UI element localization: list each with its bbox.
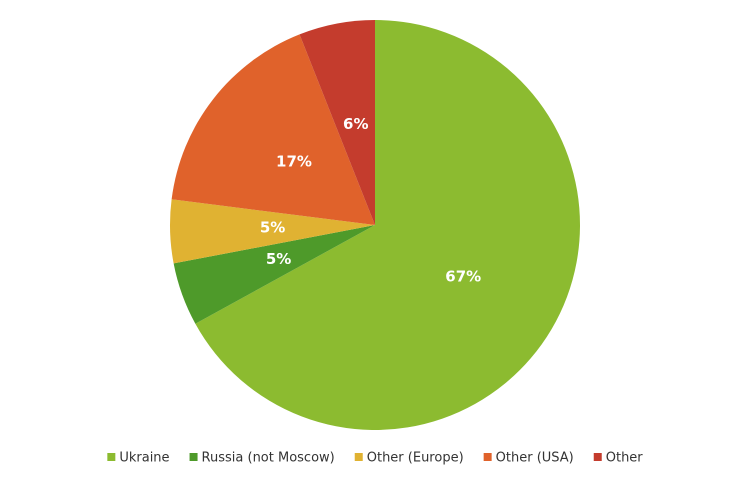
legend-swatch <box>593 453 602 461</box>
legend-label: Other <box>606 451 644 466</box>
legend-label: Other (USA) <box>496 451 574 466</box>
data-label: 17% <box>276 153 312 171</box>
data-label: 67% <box>445 268 481 286</box>
pie-slice <box>173 225 375 324</box>
legend-swatch <box>354 453 363 461</box>
legend-label: Ukraine <box>119 451 169 466</box>
legend-label: Other (Europe) <box>367 451 464 466</box>
data-label: 5% <box>266 250 291 268</box>
pie-slice <box>171 34 375 226</box>
pie-slice <box>170 199 375 264</box>
pie-slice <box>299 20 375 225</box>
legend-label: Russia (not Moscow) <box>202 451 335 466</box>
data-label: 5% <box>260 219 285 237</box>
legend-swatch <box>189 453 198 461</box>
legend-swatch <box>483 453 492 461</box>
data-label: 6% <box>343 115 368 133</box>
legend-swatch <box>107 453 116 461</box>
legend: Ukraine Russia (not Moscow) Other (Europe)… <box>107 451 643 466</box>
pie-slice <box>195 20 581 430</box>
